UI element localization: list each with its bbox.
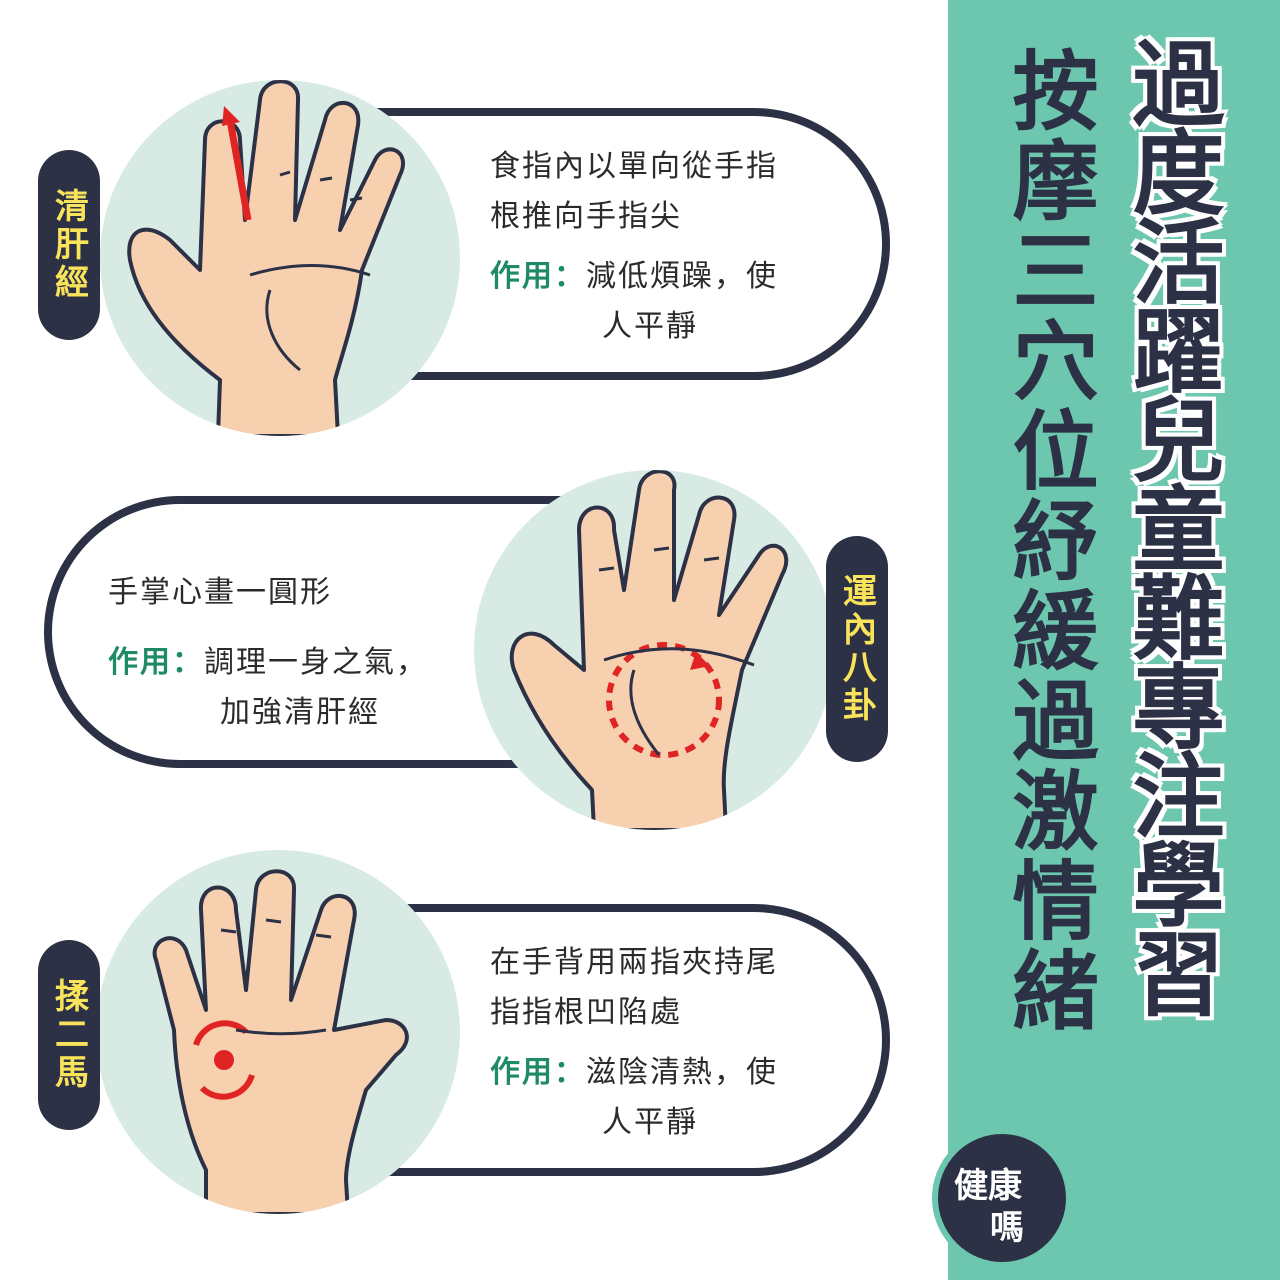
- section-3-description: 在手背用兩指夾持尾 指指根凹陷處: [490, 938, 778, 1038]
- section-2-illustration: [474, 470, 834, 830]
- main-title: 過度活躍兒童難專注學習: [1115, 34, 1226, 1017]
- section-2-name-badge: 運內八卦: [826, 536, 888, 762]
- description-line: 在手背用兩指夾持尾: [490, 945, 778, 980]
- title-panel: [948, 0, 1280, 1280]
- effect-label: 作用：: [108, 645, 204, 680]
- logo-text: 健康: [954, 1166, 1022, 1206]
- effect-label: 作用：: [490, 259, 586, 294]
- effect-line: 調理一身之氣，: [204, 645, 428, 680]
- description-line: 指指根凹陷處: [490, 995, 682, 1030]
- brand-logo: 健康 嗎: [932, 1128, 1072, 1268]
- section-3-illustration: [96, 850, 460, 1214]
- section-2-effect: 作用：調理一身之氣， 加強清肝經: [108, 638, 428, 738]
- logo-text: 嗎: [990, 1208, 1024, 1248]
- description-line: 根推向手指尖: [490, 199, 682, 234]
- effect-line: 加強清肝經: [220, 695, 380, 730]
- effect-line: 減低煩躁，使: [586, 259, 778, 294]
- hand-palm-icon: [509, 470, 789, 830]
- description-line: 食指內以單向從手指: [490, 149, 778, 184]
- section-1-effect: 作用：減低煩躁，使 人平靜: [490, 252, 778, 352]
- section-3-name-badge: 揉二馬: [38, 940, 100, 1130]
- section-3-effect: 作用：滋陰清熱，使 人平靜: [490, 1048, 778, 1148]
- hand-palm-icon: [127, 80, 405, 436]
- description-line: 手掌心畫一圓形: [108, 575, 332, 610]
- section-2-description: 手掌心畫一圓形: [108, 568, 332, 618]
- hand-back-icon: [152, 869, 409, 1214]
- section-1-illustration: [100, 80, 460, 436]
- effect-line: 人平靜: [602, 1105, 698, 1140]
- sub-title: 按摩三穴位紓緩過激情緒: [997, 46, 1097, 1036]
- effect-line: 滋陰清熱，使: [586, 1055, 778, 1090]
- section-1-description: 食指內以單向從手指 根推向手指尖: [490, 142, 778, 242]
- section-1-name-badge: 清肝經: [38, 150, 100, 340]
- effect-line: 人平靜: [602, 309, 698, 344]
- effect-label: 作用：: [490, 1055, 586, 1090]
